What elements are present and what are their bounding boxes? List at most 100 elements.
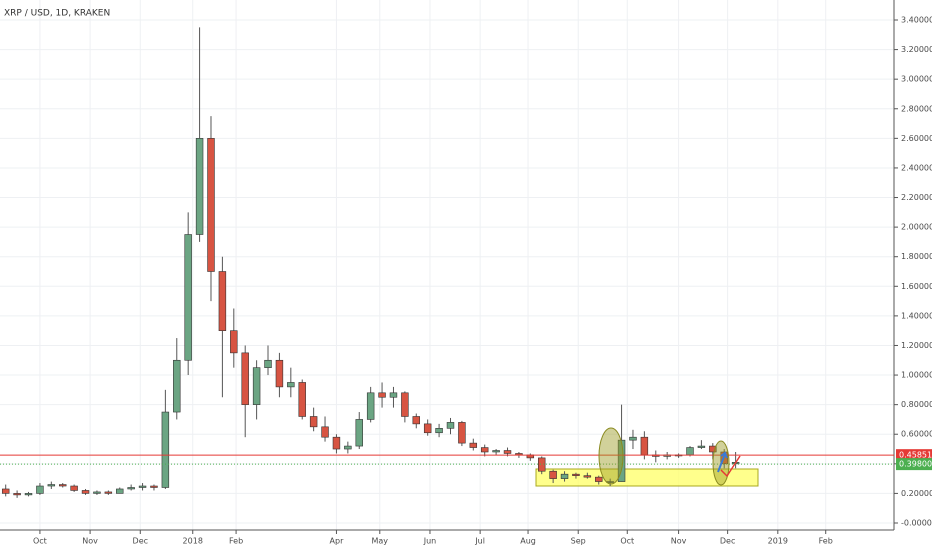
y-tick-label: 2.40000 xyxy=(901,163,932,172)
candle-body xyxy=(538,457,546,472)
candle-body xyxy=(480,447,489,453)
chart-title: XRP / USD, 1D, KRAKEN xyxy=(4,9,110,19)
candle-body xyxy=(595,476,603,482)
x-tick-label: Nov xyxy=(671,537,687,546)
y-tick-label: 3.00000 xyxy=(901,75,932,84)
y-tick-label: 0.20000 xyxy=(901,489,932,498)
candle-body xyxy=(13,493,21,496)
x-tick-label: Dec xyxy=(133,537,148,546)
candle-body xyxy=(366,392,375,420)
y-tick-label: 1.20000 xyxy=(901,341,932,350)
candle-body xyxy=(264,359,272,368)
candle-body xyxy=(161,411,170,488)
highlight-ellipse xyxy=(598,427,624,485)
candle-body xyxy=(321,426,329,438)
candle-body xyxy=(344,445,352,450)
candle-body xyxy=(309,416,318,428)
x-tick-label: Feb xyxy=(229,537,243,546)
candle-body xyxy=(59,484,67,487)
x-tick-label: 2019 xyxy=(768,537,788,546)
grid xyxy=(0,0,893,530)
x-tick-label: 2018 xyxy=(183,537,203,546)
candle-body xyxy=(70,485,78,491)
candle-body xyxy=(230,330,238,354)
candle-body xyxy=(492,450,500,453)
candle-body xyxy=(184,234,192,361)
candle-body xyxy=(709,445,717,453)
y-tick-label: 1.00000 xyxy=(901,371,932,380)
candle-body xyxy=(138,485,147,488)
candle-body xyxy=(127,487,135,490)
price-label: 0.45851 xyxy=(899,451,932,460)
candle-body xyxy=(207,138,215,272)
candle-body xyxy=(686,447,694,456)
candle-body xyxy=(81,490,90,494)
y-tick-label: 2.60000 xyxy=(901,134,932,143)
candles xyxy=(1,27,740,498)
candle-body xyxy=(287,382,295,388)
y-tick-label: 0.80000 xyxy=(901,400,932,409)
candle-body xyxy=(423,423,432,434)
candle-body xyxy=(572,473,580,476)
candle-body xyxy=(469,442,478,448)
arrow-annotation xyxy=(717,451,728,473)
y-tick-label: 3.40000 xyxy=(901,16,932,25)
candle-body xyxy=(446,422,455,429)
y-tick-label: 1.60000 xyxy=(901,282,932,291)
candle-body xyxy=(93,491,101,494)
candle-body xyxy=(549,470,557,479)
candle-body xyxy=(1,488,10,494)
candle-body xyxy=(116,488,124,494)
support-zone xyxy=(535,468,759,487)
candle-body xyxy=(560,473,569,479)
y-tick-label: 1.80000 xyxy=(901,252,932,261)
x-tick-label: Oct xyxy=(620,537,634,546)
candle-body xyxy=(458,422,466,444)
y-tick-label: -0.00000 xyxy=(901,519,932,528)
price-lines xyxy=(0,454,894,465)
x-tick-label: Aug xyxy=(520,537,536,546)
y-tick-label: 2.20000 xyxy=(901,193,932,202)
candle-body xyxy=(275,359,284,388)
candle-body xyxy=(24,493,33,496)
candle-body xyxy=(355,419,363,447)
candle-body xyxy=(252,367,261,405)
y-tick-label: 0.60000 xyxy=(901,430,932,439)
x-tick-label: Feb xyxy=(819,537,833,546)
y-tick-label: 2.80000 xyxy=(901,104,932,113)
candle-body xyxy=(697,445,706,448)
candle-body xyxy=(173,359,181,413)
check-annotation xyxy=(720,455,741,478)
y-tick-label: 2.00000 xyxy=(901,223,932,232)
x-tick-label: Oct xyxy=(33,537,47,546)
x-tick-label: Apr xyxy=(330,537,345,546)
x-tick-label: May xyxy=(372,537,389,546)
candle-body xyxy=(150,485,158,488)
y-tick-label: 1.40000 xyxy=(901,311,932,320)
candle-body xyxy=(47,484,56,487)
y-tick-label: 3.20000 xyxy=(901,45,932,54)
price-label-box xyxy=(896,458,932,471)
candle-body xyxy=(583,475,592,478)
candle-body xyxy=(218,271,227,331)
candle-body xyxy=(617,439,626,482)
x-tick-label: Sep xyxy=(571,537,586,546)
candle-body xyxy=(378,392,386,398)
candle-body xyxy=(241,352,249,405)
x-tick-label: Nov xyxy=(82,537,98,546)
x-tick-label: Jul xyxy=(474,537,485,546)
candle-body xyxy=(195,138,204,235)
candle-body xyxy=(401,392,409,417)
x-tick-label: Jun xyxy=(423,537,437,546)
candle-body xyxy=(412,416,420,425)
candle-body xyxy=(629,436,637,441)
candle-body xyxy=(503,450,512,454)
candle-body xyxy=(104,491,113,494)
candle-body xyxy=(389,392,398,398)
candle-body xyxy=(298,382,306,417)
price-label: 0.39800 xyxy=(899,460,932,469)
x-tick-label: Dec xyxy=(720,537,735,546)
candle-body xyxy=(332,436,341,450)
